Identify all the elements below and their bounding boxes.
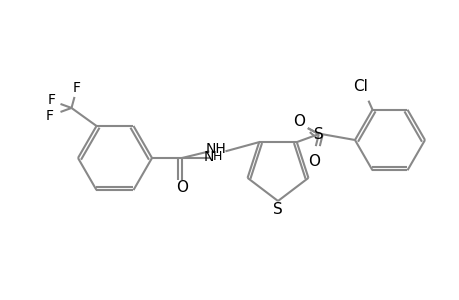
Text: Cl: Cl xyxy=(353,79,367,94)
Text: S: S xyxy=(273,202,282,217)
Text: O: O xyxy=(176,181,188,196)
Text: O: O xyxy=(307,154,319,169)
Text: F: F xyxy=(47,93,56,107)
Text: S: S xyxy=(313,127,323,142)
Text: O: O xyxy=(292,114,304,129)
Text: NH: NH xyxy=(206,142,226,156)
Text: F: F xyxy=(45,109,53,123)
Text: N: N xyxy=(203,150,214,164)
Text: F: F xyxy=(73,81,80,95)
Text: H: H xyxy=(213,151,222,164)
